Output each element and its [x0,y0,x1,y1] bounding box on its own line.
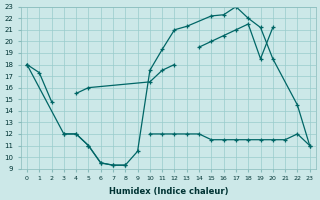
X-axis label: Humidex (Indice chaleur): Humidex (Indice chaleur) [108,187,228,196]
